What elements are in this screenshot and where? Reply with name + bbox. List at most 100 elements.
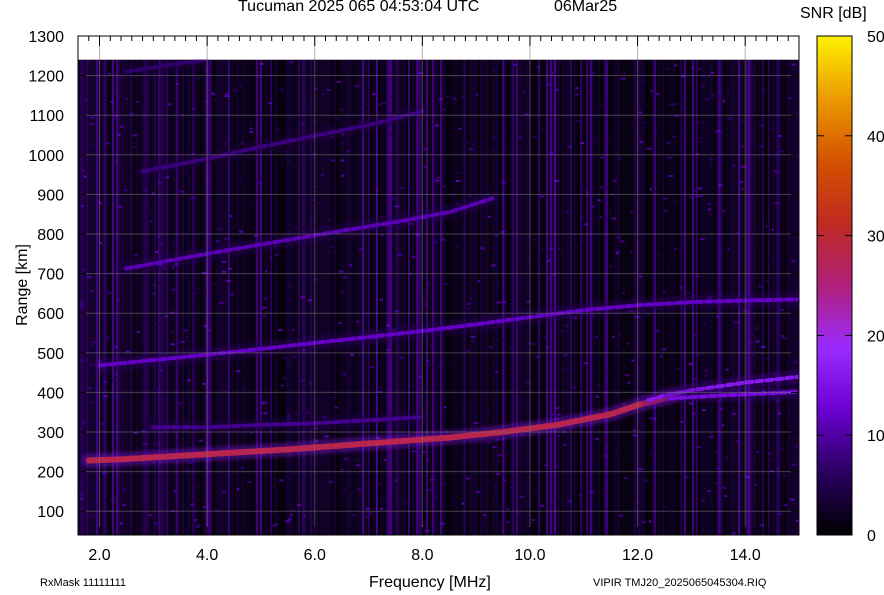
noise-speckle xyxy=(203,325,207,328)
noise-stripe xyxy=(616,59,618,536)
noise-speckle xyxy=(357,488,361,491)
noise-speckle xyxy=(745,220,750,223)
noise-speckle xyxy=(81,159,85,162)
noise-speckle xyxy=(698,68,701,71)
noise-speckle xyxy=(662,380,666,383)
noise-speckle xyxy=(509,346,513,349)
noise-speckle xyxy=(770,127,775,130)
noise-speckle xyxy=(132,141,135,144)
noise-speckle xyxy=(158,522,161,525)
noise-stripe xyxy=(258,59,260,536)
noise-speckle xyxy=(394,479,397,482)
noise-stripe xyxy=(246,59,248,536)
noise-stripe xyxy=(398,59,400,536)
noise-speckle xyxy=(547,277,551,280)
noise-speckle xyxy=(629,251,633,254)
noise-stripe xyxy=(212,59,214,536)
noise-stripe xyxy=(342,59,344,536)
noise-speckle xyxy=(707,203,711,206)
noise-speckle xyxy=(89,363,92,366)
y-tick-label: 400 xyxy=(37,385,64,402)
noise-speckle xyxy=(533,136,537,139)
noise-stripe xyxy=(486,59,488,536)
noise-speckle xyxy=(700,238,705,241)
noise-stripe xyxy=(264,59,266,536)
noise-speckle xyxy=(443,185,447,188)
noise-stripe xyxy=(200,59,202,536)
noise-speckle xyxy=(549,152,554,155)
noise-speckle xyxy=(782,337,787,340)
noise-speckle xyxy=(286,360,290,363)
noise-speckle xyxy=(693,189,698,192)
noise-speckle xyxy=(496,301,501,304)
noise-stripe xyxy=(280,59,282,536)
noise-speckle xyxy=(280,164,284,167)
noise-stripe xyxy=(186,59,188,536)
noise-speckle xyxy=(328,250,332,253)
noise-speckle xyxy=(606,373,611,376)
noise-stripe xyxy=(506,59,508,536)
noise-speckle xyxy=(207,329,212,332)
noise-speckle xyxy=(488,346,493,349)
noise-speckle xyxy=(653,190,658,193)
noise-stripe xyxy=(98,59,100,536)
noise-speckle xyxy=(761,116,766,119)
noise-speckle xyxy=(107,336,110,339)
noise-speckle xyxy=(768,452,772,455)
noise-speckle xyxy=(495,371,498,374)
noise-speckle xyxy=(444,283,449,286)
noise-speckle xyxy=(386,312,391,315)
noise-stripe xyxy=(508,59,510,536)
noise-speckle xyxy=(182,417,185,420)
noise-stripe xyxy=(480,59,482,536)
noise-speckle xyxy=(520,120,524,123)
noise-speckle xyxy=(277,518,281,521)
noise-speckle xyxy=(515,512,521,515)
noise-stripe xyxy=(578,59,580,536)
noise-speckle xyxy=(456,245,460,248)
noise-stripe xyxy=(520,59,522,536)
noise-speckle xyxy=(277,150,283,153)
noise-stripe xyxy=(412,59,414,536)
noise-speckle xyxy=(724,494,728,497)
noise-speckle xyxy=(505,146,508,149)
noise-speckle xyxy=(467,311,471,314)
noise-speckle xyxy=(475,94,479,97)
noise-speckle xyxy=(612,335,615,338)
noise-stripe xyxy=(118,59,120,536)
noise-speckle xyxy=(78,511,82,514)
noise-stripe xyxy=(552,59,554,536)
noise-stripe xyxy=(572,59,574,536)
noise-speckle xyxy=(540,195,545,198)
noise-speckle xyxy=(673,201,679,204)
noise-stripe xyxy=(544,59,546,536)
noise-stripe xyxy=(352,59,354,536)
noise-speckle xyxy=(621,350,625,353)
noise-stripe xyxy=(154,59,156,536)
noise-speckle xyxy=(282,357,288,360)
noise-speckle xyxy=(719,130,723,133)
noise-speckle xyxy=(193,519,198,522)
y-tick-label: 900 xyxy=(37,187,64,204)
noise-stripe xyxy=(510,59,512,536)
noise-speckle xyxy=(595,437,599,440)
noise-speckle xyxy=(595,335,598,338)
noise-stripe xyxy=(460,59,462,536)
noise-speckle xyxy=(750,333,755,336)
noise-speckle xyxy=(791,260,796,263)
noise-speckle xyxy=(215,508,218,511)
noise-speckle xyxy=(557,413,561,416)
noise-stripe xyxy=(112,59,114,536)
noise-speckle xyxy=(722,486,727,489)
noise-speckle xyxy=(766,357,770,360)
noise-speckle xyxy=(217,228,223,231)
noise-speckle xyxy=(321,93,325,96)
noise-speckle xyxy=(622,291,625,294)
noise-speckle xyxy=(668,103,674,106)
noise-speckle xyxy=(443,108,447,111)
noise-speckle xyxy=(510,487,515,490)
noise-speckle xyxy=(180,340,185,343)
noise-speckle xyxy=(519,495,525,498)
noise-speckle xyxy=(114,373,118,376)
noise-speckle xyxy=(580,142,585,145)
